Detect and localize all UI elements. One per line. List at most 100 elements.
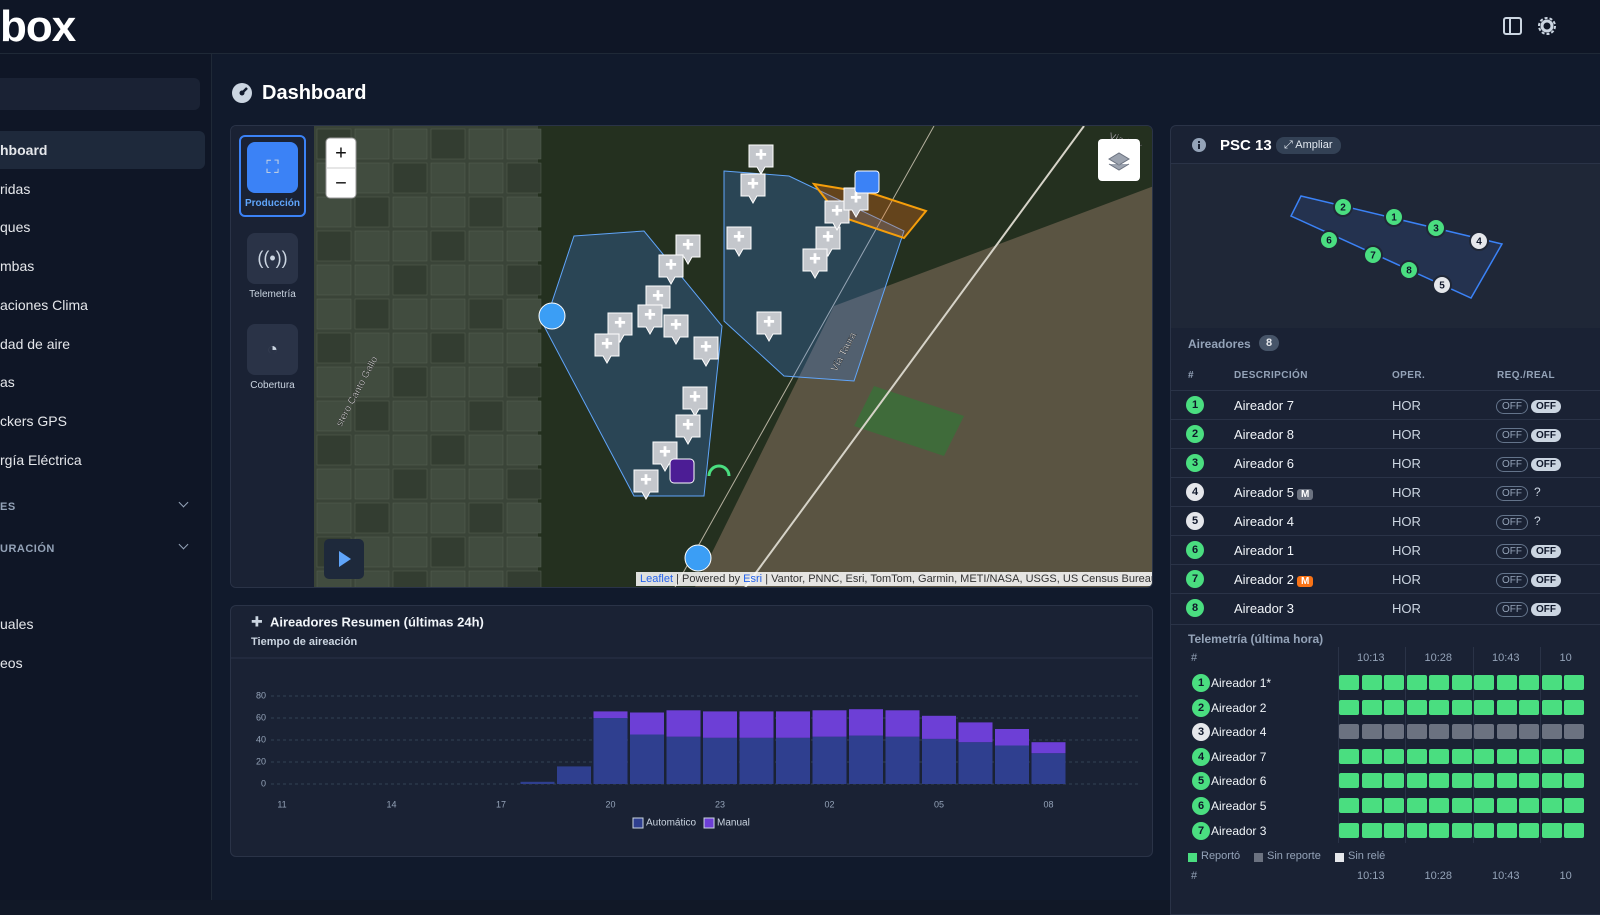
req-pill: OFF <box>1496 515 1528 530</box>
aerator-marker[interactable] <box>658 254 684 286</box>
status-cell <box>1406 748 1427 764</box>
field <box>468 230 504 262</box>
nav-item[interactable]: ques <box>0 219 31 236</box>
top-icons[interactable] <box>1500 14 1590 40</box>
aerator-node[interactable] <box>1363 245 1383 265</box>
nav-item[interactable]: ridas <box>0 180 31 197</box>
nav-item[interactable]: aciones Clima <box>0 296 88 313</box>
status-cell <box>1361 675 1382 690</box>
status-cell <box>1384 798 1404 813</box>
status-cell <box>1541 748 1562 764</box>
aerator-marker[interactable] <box>594 333 620 365</box>
nav-item[interactable]: eos <box>0 654 23 671</box>
person-marker[interactable] <box>538 302 566 330</box>
nav-item[interactable]: mbas <box>0 258 35 275</box>
node-label: 3 <box>1433 224 1439 235</box>
tool-label[interactable]: Telemetría <box>249 289 296 300</box>
aerator-marker[interactable] <box>748 144 774 176</box>
status-cell <box>1339 748 1359 764</box>
field <box>430 502 466 534</box>
row-req: OFF OFF <box>1493 397 1561 414</box>
status-cell <box>1384 724 1404 740</box>
zoom-in[interactable]: + <box>335 142 347 164</box>
status-cell <box>1406 822 1427 838</box>
fuel-marker[interactable] <box>669 458 695 484</box>
field <box>392 536 428 568</box>
status-cell <box>1406 699 1427 715</box>
attr-text: | Vantor, PNNC, Esri, TomTom, Garmin, ME… <box>765 573 1153 585</box>
field <box>506 468 542 500</box>
nav-section[interactable]: ES <box>0 501 16 513</box>
road <box>744 126 1085 587</box>
x-tick-label: 05 <box>934 799 944 809</box>
chevron <box>178 539 189 550</box>
aerator-node[interactable] <box>1432 275 1452 295</box>
aerator-marker[interactable] <box>693 336 719 368</box>
field <box>392 434 428 466</box>
field <box>430 264 466 296</box>
attr-link[interactable]: Esri <box>743 573 763 585</box>
field <box>316 400 352 432</box>
nav-item[interactable]: uales <box>0 616 34 632</box>
field <box>354 128 390 160</box>
tool-icon[interactable]: ◔ <box>247 324 298 375</box>
table-row[interactable]: 2 Aireador 8 HOR OFF OFF <box>1171 419 1600 448</box>
aerator-node[interactable] <box>1333 197 1353 217</box>
search-box[interactable] <box>0 78 200 110</box>
nav-item[interactable]: dad de aire <box>0 335 71 352</box>
table-row[interactable]: 4 Aireador 5 M HOR OFF? <box>1171 477 1600 506</box>
tool-icon[interactable]: ⛶ <box>247 142 298 193</box>
field <box>354 196 390 228</box>
table-row[interactable]: 1 Aireador 7 HOR OFF OFF <box>1171 390 1600 419</box>
expand-button[interactable]: ⤢ Ampliar <box>1276 137 1341 154</box>
nav-item[interactable]: as <box>0 374 15 391</box>
zoom-control[interactable]: +− <box>325 137 357 199</box>
aerator-marker[interactable] <box>726 226 752 258</box>
tool-icon[interactable]: ((•)) <box>247 233 298 284</box>
aerator-marker[interactable] <box>637 304 663 336</box>
table-row[interactable]: 6 Aireador 1 HOR OFF OFF <box>1171 535 1600 564</box>
aerator-marker[interactable] <box>663 314 689 346</box>
aerator-node[interactable] <box>1426 218 1446 238</box>
status-cell <box>1361 748 1382 764</box>
tool-active-frame <box>239 135 306 217</box>
table-header: DESCRIPCIÓN <box>1234 370 1308 381</box>
marker-glyph: ✚ <box>700 339 712 355</box>
attr-link[interactable]: Leaflet <box>640 573 674 585</box>
nav-item[interactable]: rgía Eléctrica <box>0 451 82 468</box>
table-row[interactable]: 7 Aireador 2 M HOR OFF OFF <box>1171 564 1600 593</box>
aerator-node[interactable] <box>1384 207 1404 227</box>
table-row[interactable]: 5 Aireador 4 HOR OFF? <box>1171 506 1600 535</box>
aerator-marker[interactable] <box>682 386 708 418</box>
expand-label[interactable]: Ampliar <box>1295 139 1333 151</box>
aerator-marker[interactable] <box>740 173 766 205</box>
aerator-marker[interactable] <box>756 311 782 343</box>
tool-label[interactable]: Cobertura <box>250 380 295 391</box>
node-label: 1 <box>1391 213 1397 224</box>
tool-label[interactable]: Producción <box>244 198 300 209</box>
bar <box>593 711 628 718</box>
field <box>468 570 504 587</box>
aerator-node[interactable] <box>1399 260 1419 280</box>
status-cell <box>1474 724 1494 740</box>
req-pill: OFF <box>1496 602 1528 617</box>
table-row[interactable]: 8 Aireador 3 HOR OFF OFF <box>1171 593 1600 622</box>
aerator-marker[interactable] <box>633 469 659 501</box>
nav-item[interactable]: ckers GPS <box>0 412 67 429</box>
table-row[interactable]: 3 Aireador 6 HOR OFF OFF <box>1171 448 1600 477</box>
zoom-out[interactable]: − <box>335 172 347 194</box>
field <box>316 366 352 398</box>
aerator-active[interactable] <box>854 170 880 194</box>
aerator-marker[interactable] <box>675 414 701 446</box>
nav-item[interactable]: hboard <box>0 131 205 169</box>
aerator-node[interactable] <box>1469 231 1489 251</box>
status-cell <box>1339 699 1359 715</box>
column-separator <box>1338 647 1339 843</box>
aerator-node[interactable] <box>1319 230 1339 250</box>
aerator-marker[interactable] <box>802 248 828 280</box>
bar <box>739 711 774 738</box>
person-marker[interactable] <box>684 544 712 572</box>
nav-section[interactable]: URACIÓN <box>0 543 55 555</box>
